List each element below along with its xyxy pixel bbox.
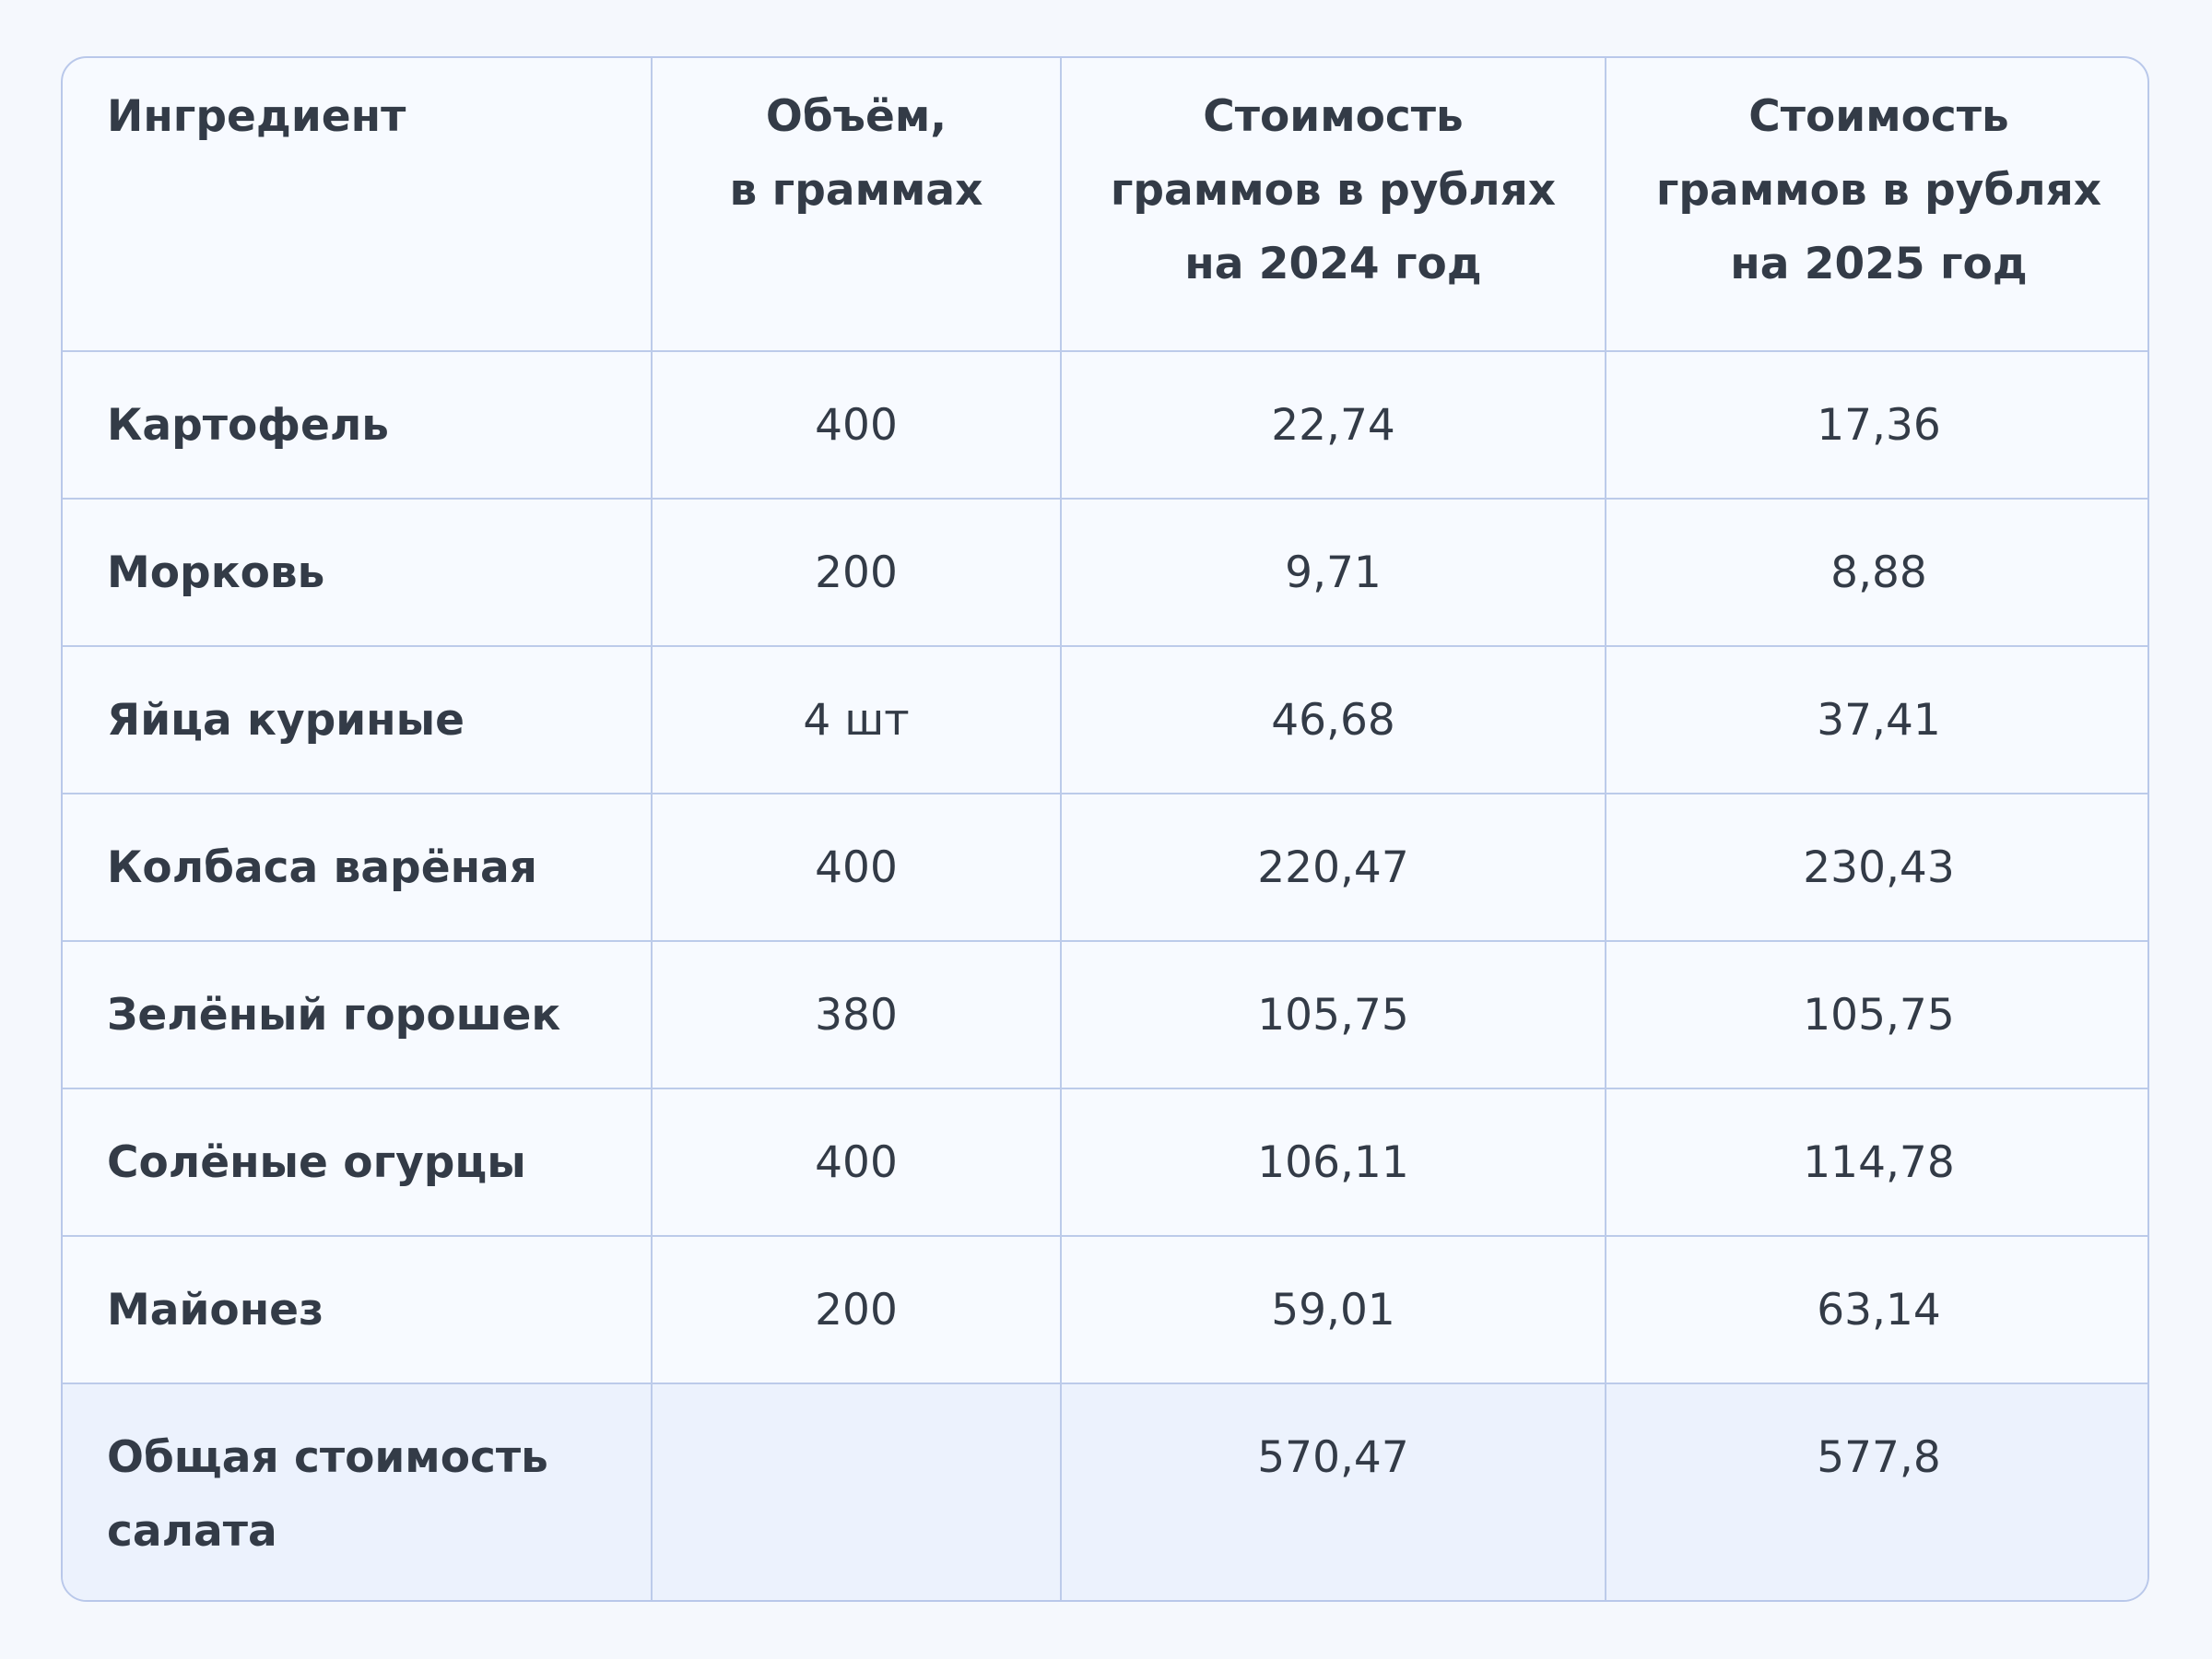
column-header-ingredient: Ингредиент bbox=[63, 58, 653, 352]
cost-2025-cell: 114,78 bbox=[1606, 1088, 2147, 1237]
ingredient-name: Майонез bbox=[63, 1236, 653, 1384]
total-cost-2024-cell: 570,47 bbox=[1061, 1383, 1606, 1600]
ingredient-name: Морковь bbox=[63, 499, 653, 647]
volume-cell: 400 bbox=[652, 1088, 1062, 1237]
column-header-cost-2025: Стоимость граммов в рублях на 2025 год bbox=[1606, 58, 2147, 352]
cost-2024-cell: 46,68 bbox=[1061, 646, 1606, 794]
volume-cell: 380 bbox=[652, 941, 1062, 1089]
table-row: Яйца куриные 4 шт 46,68 37,41 bbox=[63, 646, 2147, 794]
cost-2025-cell: 8,88 bbox=[1606, 499, 2147, 647]
cost-2025-cell: 105,75 bbox=[1606, 941, 2147, 1089]
cost-2024-cell: 22,74 bbox=[1061, 351, 1606, 500]
price-table-card: Ингредиент Объём, в граммах Стоимость гр… bbox=[61, 56, 2149, 1602]
column-header-volume: Объём, в граммах bbox=[652, 58, 1062, 352]
cost-2024-cell: 105,75 bbox=[1061, 941, 1606, 1089]
ingredient-name: Яйца куриные bbox=[63, 646, 653, 794]
cost-2025-cell: 17,36 bbox=[1606, 351, 2147, 500]
volume-cell: 400 bbox=[652, 351, 1062, 500]
cost-2024-cell: 59,01 bbox=[1061, 1236, 1606, 1384]
table-row: Колбаса варёная 400 220,47 230,43 bbox=[63, 794, 2147, 942]
volume-cell: 200 bbox=[652, 499, 1062, 647]
volume-cell: 200 bbox=[652, 1236, 1062, 1384]
total-cost-2025-cell: 577,8 bbox=[1817, 1432, 1941, 1483]
cost-2024-cell: 106,11 bbox=[1061, 1088, 1606, 1237]
column-header-cost-2024: Стоимость граммов в рублях на 2024 год bbox=[1061, 58, 1606, 352]
total-volume-cell bbox=[652, 1383, 1062, 1600]
cost-2024-cell: 9,71 bbox=[1061, 499, 1606, 647]
cost-2025-cell: 230,43 bbox=[1606, 794, 2147, 942]
table-row: Майонез 200 59,01 63,14 bbox=[63, 1236, 2147, 1384]
table-header-row: Ингредиент Объём, в граммах Стоимость гр… bbox=[63, 58, 2147, 352]
total-label: Общая стоимость салата bbox=[63, 1383, 653, 1600]
total-row: Общая стоимость салата 570,47 577,8 bbox=[63, 1383, 2147, 1600]
ingredient-name: Солёные огурцы bbox=[63, 1088, 653, 1237]
cost-2025-cell: 63,14 bbox=[1606, 1236, 2147, 1384]
cost-2024-cell: 220,47 bbox=[1061, 794, 1606, 942]
ingredient-name: Колбаса варёная bbox=[63, 794, 653, 942]
cost-2025-cell: 37,41 bbox=[1606, 646, 2147, 794]
table-row: Солёные огурцы 400 106,11 114,78 bbox=[63, 1088, 2147, 1237]
table-row: Морковь 200 9,71 8,88 bbox=[63, 499, 2147, 647]
volume-cell: 400 bbox=[652, 794, 1062, 942]
ingredient-name: Зелёный горошек bbox=[63, 941, 653, 1089]
ingredient-name: Картофель bbox=[63, 351, 653, 500]
table-row: Зелёный горошек 380 105,75 105,75 bbox=[63, 941, 2147, 1089]
salad-cost-table: Ингредиент Объём, в граммах Стоимость гр… bbox=[63, 58, 2147, 1600]
volume-cell: 4 шт bbox=[652, 646, 1062, 794]
table-row: Картофель 400 22,74 17,36 bbox=[63, 351, 2147, 500]
